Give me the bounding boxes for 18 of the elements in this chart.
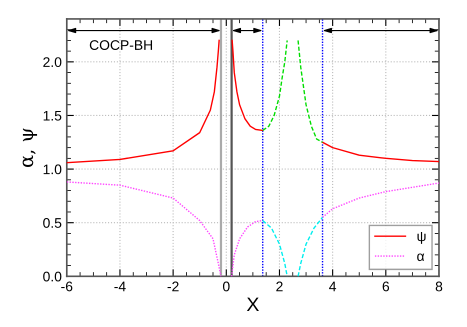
y-tick-label: 0.0 [43,272,62,282]
x-tick-label: -4 [114,282,126,292]
annotation: COCP-BH [90,40,152,50]
y-tick-label: 2.0 [43,57,62,68]
y-tick-label: 0.5 [43,218,62,228]
y-tick-label: 1.5 [44,110,62,121]
x-tick-label: 4 [329,282,336,292]
x-tick-label: 8 [436,282,442,292]
x-tick-label: -6 [61,282,72,292]
x-tick-label: 6 [382,282,390,292]
x-axis-title: X [246,298,259,311]
x-tick-label: 0 [222,282,230,292]
y-axis-title: α, ψ [22,128,38,168]
y-tick-label: 1.0 [44,164,62,174]
legend-label: α [417,253,424,262]
x-tick-label: 2 [276,282,283,292]
legend-label: ψ [417,232,426,244]
x-tick-label: -2 [168,282,179,292]
